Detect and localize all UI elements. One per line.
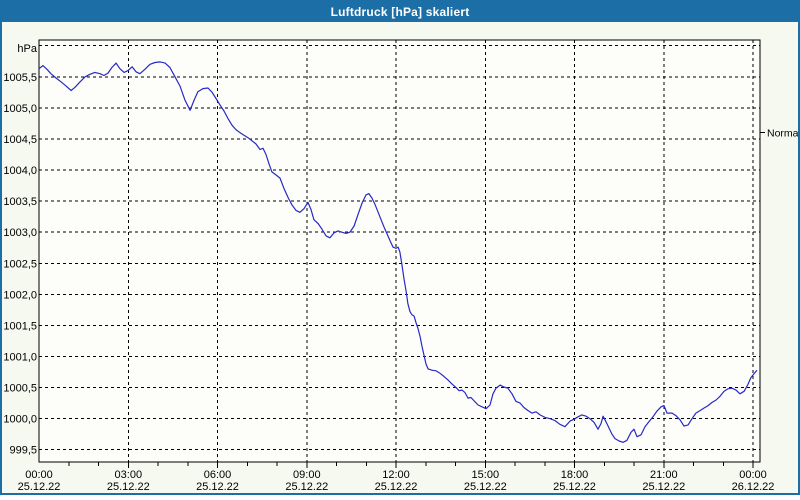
x-axis-date-label: 25.12.22 [464, 481, 507, 493]
y-axis-label: 1000,5 [3, 383, 37, 395]
y-axis-label: 1001,5 [3, 320, 37, 332]
x-axis-time-label: 03:00 [115, 469, 143, 481]
x-axis-date-label: 25.12.22 [18, 481, 61, 493]
normal-marker-label: Normal [767, 128, 798, 140]
pressure-series-line [38, 61, 758, 443]
window-titlebar: Luftdruck [hPa] skaliert [2, 2, 798, 22]
y-axis-label: 1004,0 [3, 165, 37, 177]
x-axis-date-label: 26.12.22 [732, 481, 775, 493]
y-axis-unit-label: hPa [17, 43, 37, 55]
x-axis-time-label: 09:00 [293, 469, 321, 481]
x-axis-time-label: 18:00 [561, 469, 589, 481]
y-axis-label: 999,5 [9, 445, 37, 457]
x-axis-date-label: 25.12.22 [642, 481, 685, 493]
y-axis-label: 1005,0 [3, 103, 37, 115]
y-axis-label: 1003,5 [3, 196, 37, 208]
x-axis-date-label: 25.12.22 [375, 481, 418, 493]
y-axis-label: 1005,5 [3, 72, 37, 84]
chart-area: 00:00 25.12.22 03:00 25.12.22 06:00 25.12.22 0… [2, 22, 798, 493]
x-axis-time-label: 12:00 [382, 469, 410, 481]
x-axis-time-label: 00:00 [739, 469, 767, 481]
y-axis-label: 1002,0 [3, 289, 37, 301]
x-axis-time-label: 21:00 [650, 469, 678, 481]
y-axis-label: 1003,0 [3, 227, 37, 239]
x-axis-time-label: 00:00 [25, 469, 53, 481]
pressure-line-chart: 00:0025.12.2203:0025.12.2206:0025.12.220… [3, 39, 798, 493]
y-axis-label: 1000,0 [3, 414, 37, 426]
window-title: Luftdruck [hPa] skaliert [330, 5, 470, 19]
x-axis-time-label: 15:00 [472, 469, 500, 481]
x-axis-date-label: 25.12.22 [285, 481, 328, 493]
y-axis-label: 1001,0 [3, 352, 37, 364]
x-axis-time-label: 06:00 [204, 469, 232, 481]
y-axis-label: 1004,5 [3, 134, 37, 146]
x-axis-date-label: 25.12.22 [196, 481, 239, 493]
x-axis-date-label: 25.12.22 [553, 481, 596, 493]
x-axis-date-label: 25.12.22 [107, 481, 150, 493]
plot-border [38, 39, 761, 463]
y-axis-label: 1002,5 [3, 258, 37, 270]
